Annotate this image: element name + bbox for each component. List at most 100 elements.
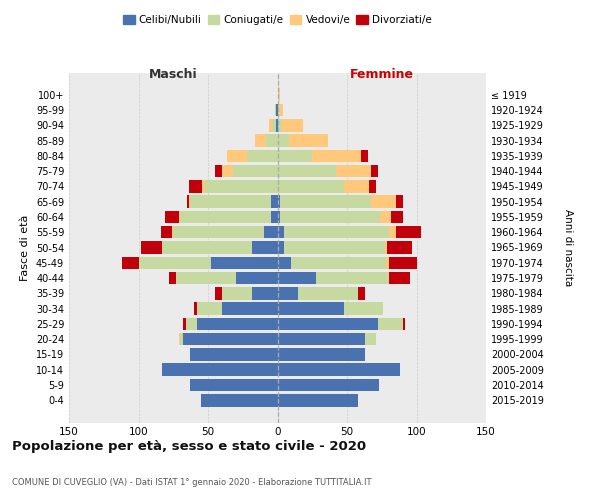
Text: COMUNE DI CUVEGLIO (VA) - Dati ISTAT 1° gennaio 2020 - Elaborazione TUTTITALIA.I: COMUNE DI CUVEGLIO (VA) - Dati ISTAT 1° … [12, 478, 371, 487]
Bar [269, 119, 272, 132]
Bar [277, 272, 316, 284]
Bar [277, 318, 377, 330]
Bar [298, 287, 358, 300]
Bar [215, 287, 222, 300]
Bar [271, 196, 277, 208]
Bar [279, 104, 283, 116]
Bar [277, 241, 284, 254]
Bar [388, 241, 412, 254]
Bar [391, 210, 403, 223]
Bar [188, 196, 190, 208]
Bar [277, 333, 365, 345]
Bar [141, 241, 162, 254]
Bar [197, 302, 222, 315]
Bar [277, 165, 336, 177]
Bar [271, 210, 277, 223]
Bar [172, 226, 173, 238]
Bar [280, 196, 371, 208]
Bar [190, 348, 277, 360]
Bar [277, 364, 400, 376]
Bar [162, 364, 277, 376]
Bar [233, 165, 277, 177]
Bar [201, 394, 277, 406]
Bar [202, 180, 205, 192]
Bar [253, 241, 277, 254]
Bar [173, 226, 263, 238]
Bar [253, 287, 277, 300]
Bar [277, 119, 281, 132]
Bar [277, 394, 358, 406]
Bar [277, 210, 280, 223]
Bar [139, 256, 211, 269]
Bar [211, 256, 277, 269]
Bar [369, 180, 376, 192]
Bar [179, 210, 180, 223]
Bar [190, 196, 271, 208]
Bar [371, 196, 395, 208]
Bar [277, 180, 344, 192]
Bar [277, 226, 284, 238]
Bar [275, 104, 276, 116]
Bar [190, 379, 277, 392]
Bar [277, 196, 280, 208]
Bar [284, 226, 389, 238]
Bar [277, 134, 289, 147]
Bar [284, 241, 385, 254]
Bar [277, 379, 379, 392]
Bar [380, 210, 391, 223]
Bar [344, 302, 383, 315]
Bar [365, 333, 376, 345]
Bar [277, 150, 312, 162]
Bar [316, 272, 389, 284]
Bar [395, 226, 421, 238]
Text: Popolazione per età, sesso e stato civile - 2020: Popolazione per età, sesso e stato civil… [12, 440, 366, 453]
Bar [289, 134, 328, 147]
Bar [263, 226, 277, 238]
Bar [255, 134, 266, 147]
Bar [277, 348, 365, 360]
Text: Maschi: Maschi [149, 68, 197, 81]
Bar [389, 272, 410, 284]
Bar [179, 333, 180, 345]
Legend: Celibi/Nubili, Coniugati/e, Vedovi/e, Divorziati/e: Celibi/Nubili, Coniugati/e, Vedovi/e, Di… [121, 13, 434, 27]
Bar [277, 302, 344, 315]
Bar [276, 104, 277, 116]
Bar [122, 256, 139, 269]
Bar [277, 104, 279, 116]
Bar [277, 287, 298, 300]
Bar [161, 226, 172, 238]
Text: Femmine: Femmine [350, 68, 414, 81]
Bar [277, 256, 292, 269]
Bar [227, 150, 247, 162]
Bar [247, 150, 277, 162]
Bar [162, 241, 253, 254]
Bar [377, 318, 403, 330]
Bar [176, 272, 236, 284]
Bar [222, 287, 253, 300]
Y-axis label: Fasce di età: Fasce di età [20, 214, 30, 280]
Bar [386, 256, 389, 269]
Bar [186, 318, 197, 330]
Bar [180, 333, 183, 345]
Bar [194, 302, 197, 315]
Bar [281, 119, 302, 132]
Bar [222, 165, 233, 177]
Bar [187, 196, 188, 208]
Bar [222, 302, 277, 315]
Bar [169, 272, 176, 284]
Bar [336, 165, 371, 177]
Bar [236, 272, 277, 284]
Bar [183, 333, 277, 345]
Bar [272, 119, 276, 132]
Bar [276, 119, 277, 132]
Bar [165, 210, 179, 223]
Bar [389, 226, 395, 238]
Bar [205, 180, 277, 192]
Bar [292, 256, 386, 269]
Bar [280, 210, 380, 223]
Bar [371, 165, 377, 177]
Bar [403, 318, 406, 330]
Bar [344, 180, 369, 192]
Bar [312, 150, 361, 162]
Bar [188, 180, 202, 192]
